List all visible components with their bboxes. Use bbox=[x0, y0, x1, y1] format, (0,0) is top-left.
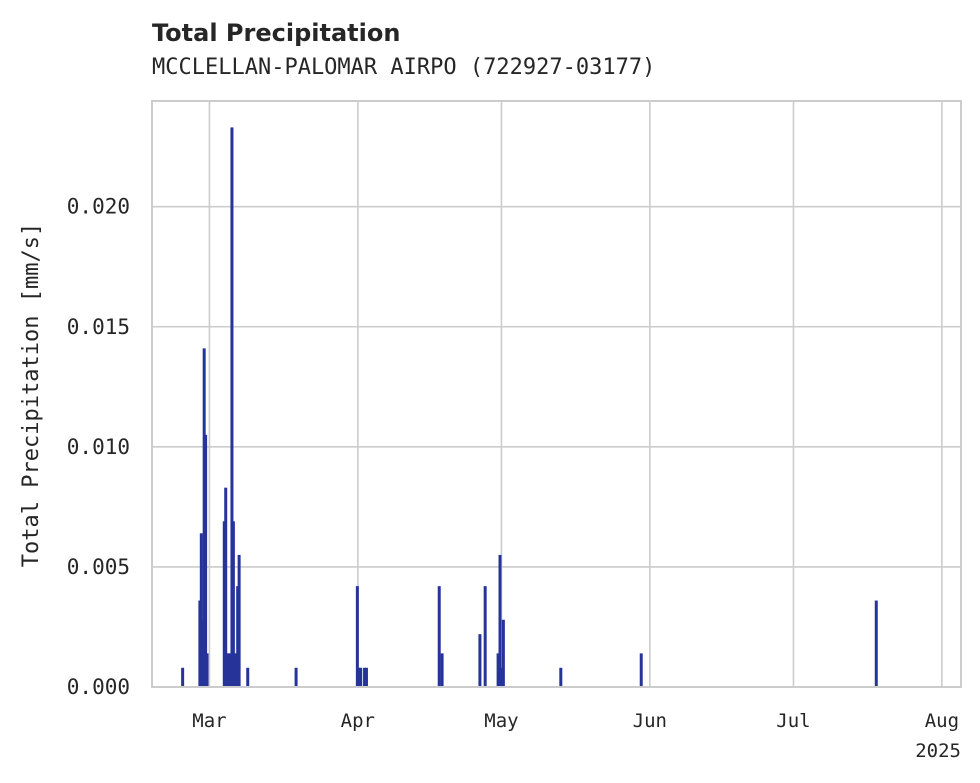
precipitation-bar bbox=[483, 586, 487, 687]
precipitation-bar bbox=[478, 634, 482, 687]
precipitation-bar bbox=[357, 667, 361, 687]
y-axis-ticks: 0.000 0.005 0.010 0.015 0.020 bbox=[67, 195, 130, 699]
bars bbox=[181, 127, 878, 687]
gridlines bbox=[152, 101, 961, 687]
precipitation-bar bbox=[501, 619, 505, 687]
precipitation-bar bbox=[294, 667, 298, 687]
precipitation-bar bbox=[181, 667, 185, 687]
precipitation-bar bbox=[355, 586, 359, 687]
precipitation-bar bbox=[639, 653, 643, 687]
precipitation-bar bbox=[230, 127, 234, 687]
y-tick-label: 0.005 bbox=[67, 555, 130, 579]
x-axis-ticks: Mar Apr May Jun Jul Aug bbox=[192, 710, 959, 732]
chart-title: Total Precipitation bbox=[152, 19, 400, 47]
x-tick-label: Jun bbox=[633, 710, 667, 732]
y-tick-label: 0.010 bbox=[67, 435, 130, 459]
precipitation-bar bbox=[199, 533, 203, 687]
x-tick-label: Aug bbox=[925, 710, 959, 732]
chart-subtitle: MCCLELLAN-PALOMAR AIRPO (722927-03177) bbox=[152, 55, 655, 80]
precipitation-bar bbox=[237, 554, 241, 687]
precipitation-bar bbox=[364, 667, 368, 687]
precipitation-bar bbox=[246, 667, 250, 687]
y-tick-label: 0.020 bbox=[67, 195, 130, 219]
precipitation-bar bbox=[499, 667, 503, 687]
precipitation-bar bbox=[437, 586, 441, 687]
precipitation-bar bbox=[440, 653, 444, 687]
x-tick-label: Mar bbox=[192, 710, 226, 732]
y-axis-label: Total Precipitation [mm/s] bbox=[19, 223, 44, 567]
precipitation-bar bbox=[496, 653, 500, 687]
x-tick-label: Jul bbox=[776, 710, 810, 732]
y-tick-label: 0.000 bbox=[67, 675, 130, 699]
precipitation-bar bbox=[224, 487, 228, 687]
precipitation-bar bbox=[874, 600, 878, 687]
y-tick-label: 0.015 bbox=[67, 315, 130, 339]
precipitation-bar bbox=[359, 667, 363, 687]
year-label: 2025 bbox=[915, 740, 961, 762]
precipitation-bar bbox=[231, 521, 235, 687]
precipitation-bar bbox=[363, 667, 367, 687]
x-tick-label: Apr bbox=[341, 710, 375, 732]
precipitation-bar bbox=[227, 653, 231, 687]
precipitation-bar bbox=[205, 653, 209, 687]
precipitation-bar bbox=[204, 434, 208, 687]
x-tick-label: May bbox=[484, 710, 518, 732]
plot-frame bbox=[151, 100, 962, 688]
precipitation-bar bbox=[559, 667, 563, 687]
precipitation-bar bbox=[498, 554, 502, 687]
